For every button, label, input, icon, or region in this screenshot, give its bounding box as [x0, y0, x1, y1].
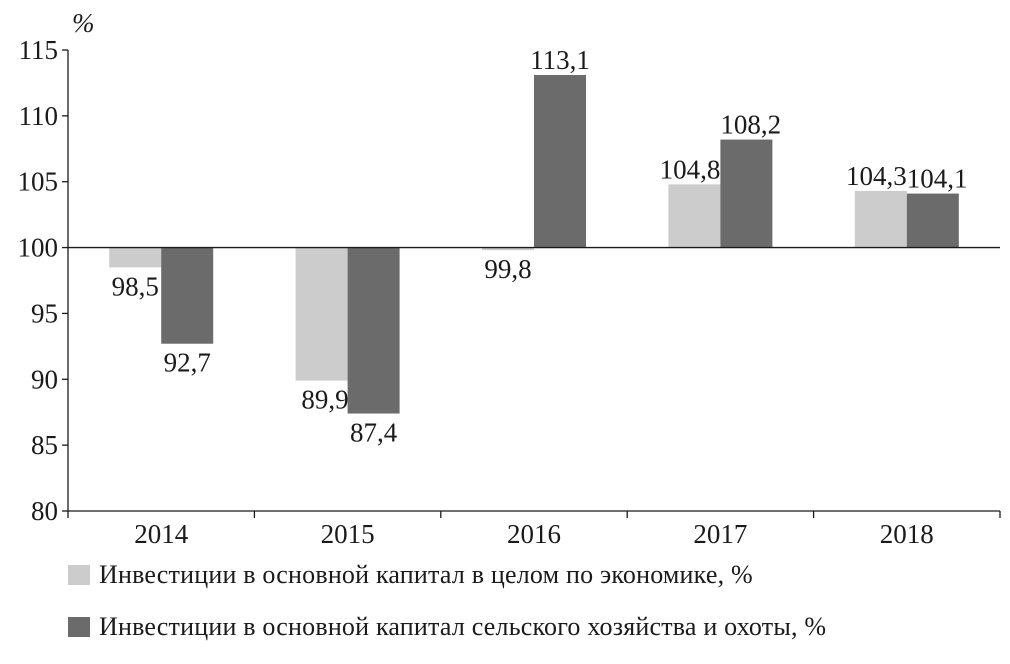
bar-s1-2015: [347, 247, 400, 414]
legend-swatch-economy: [68, 565, 90, 585]
x-tick-label-2017: 2017: [693, 519, 747, 549]
data-label-s0-2015: 89,9: [301, 385, 348, 415]
y-tick-label-2: 90: [31, 364, 58, 394]
bar-s1-2016: [534, 75, 586, 248]
y-tick-label-5: 105: [18, 167, 59, 197]
bar-s0-2015: [295, 247, 348, 381]
bar-s0-2016: [482, 247, 534, 251]
legend-label-agriculture: Инвестиции в основной капитал сельского …: [99, 612, 827, 641]
bar-s0-2017: [668, 184, 721, 248]
y-tick-label-3: 95: [31, 298, 58, 328]
y-tick-label-0: 80: [31, 496, 58, 526]
y-axis: 80 85 90 95 100 105 110 115: [18, 35, 69, 526]
legend-label-economy: Инвестиции в основной капитал в целом по…: [99, 560, 753, 589]
data-label-s1-2015: 87,4: [350, 418, 398, 448]
data-labels: 98,5 92,7 89,987,4 99,8 113,1 104,8 108,2 104,3…: [112, 45, 968, 448]
y-tick-label-6: 110: [19, 101, 59, 131]
legend-item-agriculture: Инвестиции в основной капитал сельского …: [68, 612, 826, 642]
bar-s1-2017: [720, 139, 773, 248]
y-tick-label-1: 85: [31, 430, 58, 460]
data-label-s0-2016: 99,8: [484, 254, 531, 284]
legend-swatch-agriculture: [68, 617, 90, 637]
bars: [109, 75, 959, 414]
y-tick-label-7: 115: [19, 35, 59, 65]
bar-s0-2014: [109, 247, 162, 268]
x-axis: 2014 2015 2016 2017 2018: [67, 246, 1001, 549]
bar-s1-2018: [906, 193, 959, 248]
data-label-s0-2017: 104,8: [660, 154, 721, 184]
x-tick-label-2018: 2018: [880, 519, 934, 549]
unit-label: %: [72, 8, 95, 38]
legend-item-economy: Инвестиции в основной капитал в целом по…: [68, 560, 826, 590]
x-tick-label-2015: 2015: [321, 519, 375, 549]
data-label-s1-2014: 92,7: [164, 348, 211, 378]
legend: Инвестиции в основной капитал в целом по…: [68, 560, 826, 664]
y-tick-label-4: 100: [18, 233, 59, 263]
bar-s0-2018: [854, 190, 907, 248]
data-label-s1-2018: 104,1: [907, 164, 968, 194]
x-tick-label-2014: 2014: [134, 519, 189, 549]
data-label-s0-2018: 104,3: [846, 161, 907, 191]
data-label-s0-2014: 98,5: [112, 271, 159, 301]
x-tick-label-2016: 2016: [507, 519, 561, 549]
data-label-s1-2017: 108,2: [720, 110, 781, 140]
bar-s1-2014: [161, 247, 214, 344]
data-label-s1-2016: 113,1: [530, 45, 590, 75]
